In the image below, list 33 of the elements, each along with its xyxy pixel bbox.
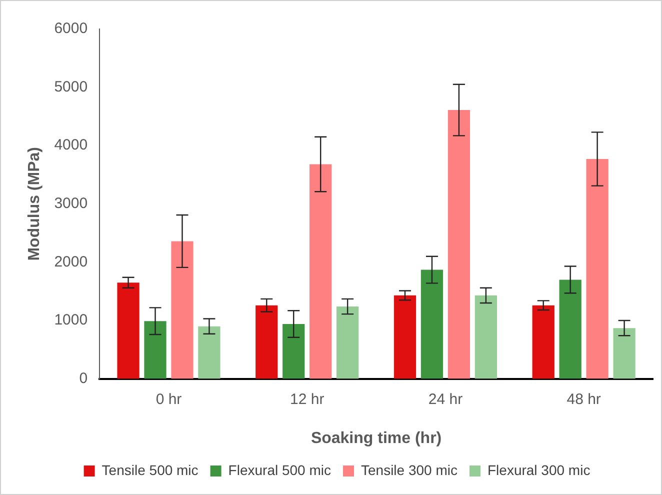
bar <box>613 328 636 379</box>
x-tick-label: 0 hr <box>156 390 182 408</box>
legend-label: Tensile 300 mic <box>361 462 458 478</box>
bar <box>448 110 470 379</box>
bar <box>586 159 608 379</box>
bar <box>144 321 166 379</box>
legend-label: Tensile 500 mic <box>102 462 198 478</box>
x-tick-label: 24 hr <box>428 390 463 408</box>
bar <box>420 270 444 379</box>
bar <box>336 306 359 379</box>
bar <box>171 241 194 379</box>
bar <box>256 305 278 379</box>
y-tick-label: 5000 <box>54 78 88 96</box>
y-tick-label: 0 <box>79 370 88 387</box>
bar <box>474 295 497 379</box>
x-tick-label: 12 hr <box>290 390 324 408</box>
legend-label: Flexural 500 mic <box>228 462 331 478</box>
bar <box>198 326 220 379</box>
y-tick-label: 3000 <box>54 195 88 212</box>
y-tick-label: 1000 <box>54 312 88 329</box>
y-axis-title: Modulus (MPa) <box>26 147 44 261</box>
x-tick-label: 48 hr <box>566 390 601 408</box>
bar <box>394 295 416 379</box>
bar <box>559 280 582 379</box>
bar <box>117 282 140 379</box>
y-tick-label: 4000 <box>54 136 88 154</box>
y-tick-label: 6000 <box>54 20 88 38</box>
bar <box>310 164 332 379</box>
y-tick-label: 2000 <box>54 253 88 270</box>
x-axis-title: Soaking time (hr) <box>310 430 442 447</box>
bar <box>532 305 554 379</box>
bar <box>282 324 305 379</box>
legend-label: Flexural 300 mic <box>487 462 590 478</box>
